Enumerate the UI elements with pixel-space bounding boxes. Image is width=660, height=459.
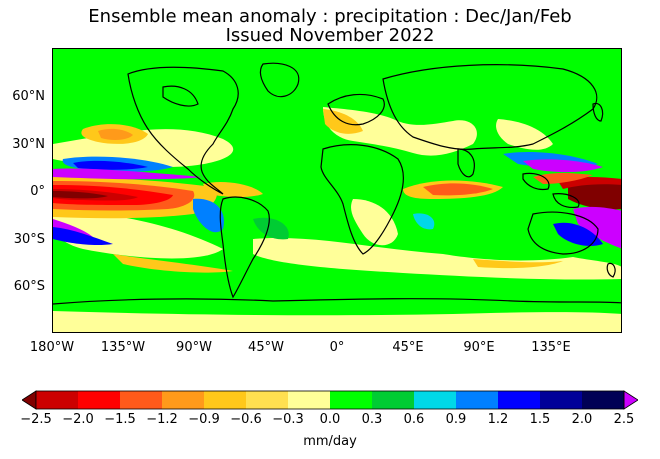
colorbar-segment: [246, 391, 288, 409]
colorbar-tick-label: 0.3: [361, 412, 383, 427]
colorbar-unit-label: mm/day: [303, 434, 357, 449]
lon-label-135e: 135°E: [531, 340, 571, 355]
lon-label-180w: 180°W: [29, 340, 75, 355]
lon-label-45e: 45°E: [392, 340, 424, 355]
coastlines: [53, 62, 621, 305]
anomaly-fill-red: [53, 173, 621, 219]
lon-label-90w: 90°W: [176, 340, 212, 355]
map-subtitle: Issued November 2022: [225, 25, 435, 46]
colorbar-segment: [204, 391, 246, 409]
colorbar-tick-label: −0.3: [272, 412, 304, 427]
colorbar-tick-label: 2.0: [571, 412, 593, 427]
colorbar: [22, 390, 638, 410]
colorbar-segment: [456, 391, 498, 409]
lon-label-0: 0°: [329, 340, 345, 355]
colorbar-tick-label: 1.5: [529, 412, 551, 427]
colorbar-tick-label: −2.5: [20, 412, 52, 427]
colorbar-tick-label: −2.0: [62, 412, 94, 427]
colorbar-tick-label: −1.5: [104, 412, 136, 427]
colorbar-arrow-low: [22, 390, 37, 410]
colorbar-segment: [372, 391, 414, 409]
lat-label-30n: 30°N: [12, 137, 45, 152]
lat-label-30s: 30°S: [13, 232, 45, 247]
lon-label-45w: 45°W: [248, 340, 284, 355]
map-svg: [53, 62, 621, 332]
colorbar-arrow-high: [623, 390, 638, 410]
colorbar-segment: [414, 391, 456, 409]
colorbar-tick-label: 0.9: [445, 412, 467, 427]
lat-label-60s: 60°S: [13, 279, 45, 294]
colorbar-segment: [120, 391, 162, 409]
lon-label-90e: 90°E: [463, 340, 495, 355]
colorbar-segment: [582, 391, 624, 409]
colorbar-tick-label: −0.9: [188, 412, 220, 427]
lon-label-135w: 135°W: [100, 340, 146, 355]
colorbar-segments: [22, 390, 638, 410]
colorbar-segment: [288, 391, 330, 409]
precipitation-anomaly-map: [52, 48, 622, 333]
lat-label-60n: 60°N: [12, 89, 45, 104]
map-title: Ensemble mean anomaly : precipitation : …: [88, 6, 572, 27]
colorbar-segment: [162, 391, 204, 409]
colorbar-segment: [36, 391, 78, 409]
colorbar-tick-label: −0.6: [230, 412, 262, 427]
colorbar-segment: [330, 391, 372, 409]
colorbar-segment: [540, 391, 582, 409]
anomaly-fill-blue: [53, 152, 621, 249]
colorbar-segment: [78, 391, 120, 409]
colorbar-tick-label: 2.5: [613, 412, 635, 427]
colorbar-tick-label: 1.2: [487, 412, 509, 427]
colorbar-segment: [498, 391, 540, 409]
colorbar-tick-label: 0.6: [403, 412, 425, 427]
colorbar-tick-label: −1.2: [146, 412, 178, 427]
lat-label-eq: 0°: [30, 184, 45, 199]
colorbar-tick-label: 0.0: [319, 412, 341, 427]
